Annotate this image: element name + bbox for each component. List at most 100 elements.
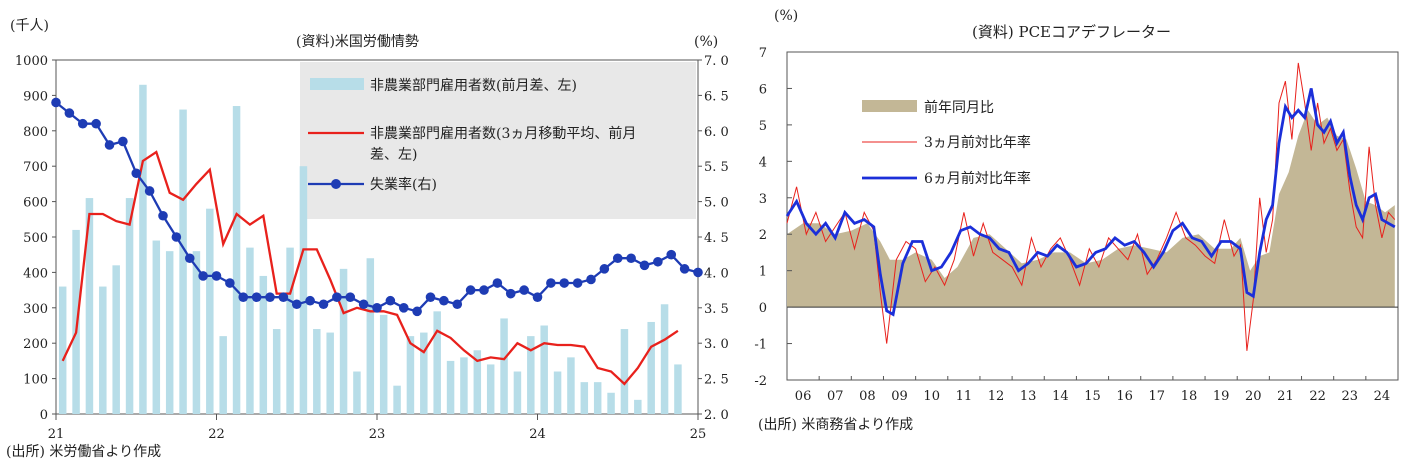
right-x-tick-label: 22 [1309, 389, 1326, 404]
unemployment-point [666, 249, 677, 260]
payroll-bar [647, 321, 655, 414]
legend-ur-marker [331, 179, 341, 189]
left-y2-tick-label: 6. 0 [704, 125, 729, 140]
left-y-tick-label: 800 [23, 125, 48, 140]
unemployment-point [398, 303, 409, 313]
unemployment-point [626, 253, 636, 264]
right-y-tick-label: 2 [759, 228, 767, 243]
payroll-bar [500, 318, 508, 414]
unemployment-point [64, 108, 75, 118]
payroll-bar [446, 360, 455, 414]
left-y-tick-label: 400 [23, 266, 48, 281]
right-x-tick-label: 13 [1020, 389, 1037, 404]
right-y-tick-label: 1 [759, 265, 767, 280]
payroll-bar [272, 329, 281, 414]
legend-bar-swatch [310, 78, 364, 90]
unemployment-point [77, 118, 88, 129]
payroll-bar [125, 198, 134, 414]
payroll-bar [246, 247, 254, 414]
unemployment-point [679, 264, 690, 274]
unemployment-point [479, 285, 489, 295]
payroll-bar [165, 251, 174, 414]
payroll-bar [179, 109, 187, 414]
right-y-tick-label: 7 [759, 46, 767, 61]
payroll-bar [72, 229, 80, 414]
unemployment-point [425, 292, 436, 302]
left-x-tick-label: 22 [208, 427, 225, 442]
unemployment-point [305, 295, 315, 306]
right-x-tick-label: 24 [1374, 389, 1391, 404]
unemployment-point [439, 295, 449, 306]
payroll-bar [339, 268, 348, 414]
legend-yoy-swatch [862, 100, 917, 112]
payroll-bar [299, 166, 308, 414]
payroll-bar [206, 208, 214, 414]
right-x-tick-label: 23 [1341, 389, 1358, 404]
payroll-bar [527, 336, 535, 414]
payroll-bar [433, 311, 441, 414]
unemployment-point [144, 186, 155, 196]
left-y-tick-label: 900 [23, 89, 48, 104]
right-3m-series-line [786, 62, 1396, 351]
unemployment-point [171, 232, 182, 242]
unemployment-point [412, 306, 422, 317]
unemployment-point [492, 278, 503, 288]
left-y-tick-label: 100 [23, 373, 48, 388]
unemployment-point [51, 97, 61, 108]
left-x-tick-label: 23 [369, 427, 386, 442]
payroll-bar [634, 399, 642, 414]
left-y-tick-label: 0 [40, 408, 48, 423]
right-yoy-area [787, 110, 1395, 308]
right-y-tick-label: 4 [759, 155, 767, 170]
left-y-tick-label: 600 [23, 196, 48, 211]
left-y2-tick-label: 4. 5 [704, 231, 729, 246]
unemployment-point [104, 140, 115, 150]
payroll-bar [313, 329, 321, 414]
left-y-tick-label: 1000 [15, 54, 48, 69]
unemployment-point [184, 253, 195, 264]
unemployment-point [653, 256, 663, 267]
unemployment-point [639, 260, 650, 271]
unemployment-point [131, 168, 142, 179]
unemployment-point [358, 299, 369, 310]
right-x-tick-label: 20 [1245, 389, 1262, 404]
unemployment-point [372, 303, 382, 313]
legend-6m-label: 6ヵ月前対比年率 [924, 170, 1031, 187]
left-axis-ticks: 0 100 200 300 400 500 600 700 800 900 1000 2. 0 2. 5… [15, 54, 729, 442]
unemployment-point [158, 210, 168, 221]
right-y-axis-unit: (%) [774, 8, 798, 24]
left-bars [58, 84, 682, 415]
right-y-tick-label: -1 [754, 338, 767, 353]
unemployment-point [465, 285, 476, 295]
payroll-bar [567, 357, 575, 414]
left-y2-tick-label: 3. 5 [704, 302, 729, 317]
right-x-tick-label: 07 [827, 389, 844, 404]
left-y2-tick-label: 5. 0 [704, 196, 729, 211]
unemployment-point [291, 299, 302, 310]
left-x-tick-label: 24 [529, 427, 546, 442]
right-x-tick-label: 14 [1052, 389, 1069, 404]
left-chart: (千人) (資料)米国労働情勢 (%) 0 100 200 300 400 500 600 7… [6, 18, 729, 460]
right-y-tick-label: 3 [759, 192, 767, 207]
payroll-bar [139, 84, 147, 414]
unemployment-point [546, 278, 556, 288]
unemployment-point [599, 264, 610, 274]
left-y2-tick-label: 6. 5 [704, 89, 729, 104]
payroll-bar [540, 325, 548, 414]
unemployment-point [278, 292, 289, 302]
payroll-bar [85, 198, 94, 414]
payroll-bar [192, 251, 201, 414]
right-x-tick-label: 10 [923, 389, 940, 404]
left-y2-tick-label: 3. 0 [704, 337, 729, 352]
payroll-bar [406, 336, 415, 414]
unemployment-point [118, 136, 128, 147]
payroll-bar [580, 382, 589, 414]
right-x-tick-label: 18 [1181, 389, 1198, 404]
payroll-bar [152, 240, 161, 414]
payroll-bar [366, 258, 375, 414]
right-y-tick-label: 0 [759, 301, 767, 316]
unemployment-point [225, 278, 235, 288]
